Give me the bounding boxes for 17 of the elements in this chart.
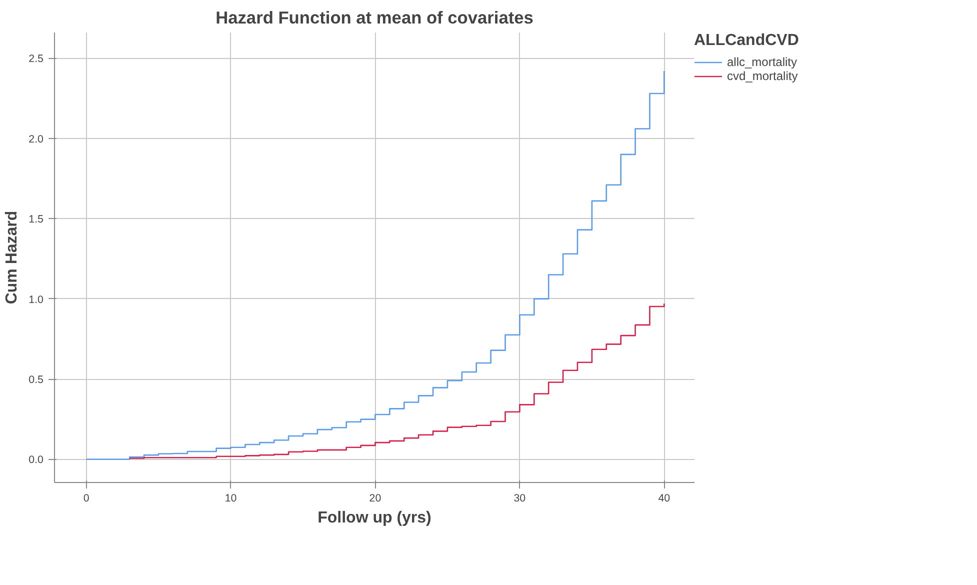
x-axis-title: Follow up (yrs) xyxy=(318,510,432,526)
x-tick-label: 10 xyxy=(224,492,237,504)
legend-label: allc_mortality xyxy=(727,55,798,69)
y-axis-title: Cum Hazard xyxy=(4,210,21,304)
y-tick-label: 2.5 xyxy=(28,53,44,66)
x-tick-label: 40 xyxy=(658,492,670,504)
y-tick-label: 0.0 xyxy=(28,454,44,466)
y-tick-label: 2.0 xyxy=(28,133,44,146)
legend-label: cvd_mortality xyxy=(727,69,798,83)
y-tick-label: 1.0 xyxy=(28,294,44,306)
legend-title: ALLCandCVD xyxy=(694,32,799,50)
y-tick-label: 0.5 xyxy=(28,374,44,386)
x-tick-label: 30 xyxy=(514,492,526,504)
chart-title: Hazard Function at mean of covariates xyxy=(216,8,534,28)
x-tick-label: 20 xyxy=(369,492,382,504)
x-tick-label: 0 xyxy=(83,492,90,504)
y-tick-label: 1.5 xyxy=(28,214,44,226)
